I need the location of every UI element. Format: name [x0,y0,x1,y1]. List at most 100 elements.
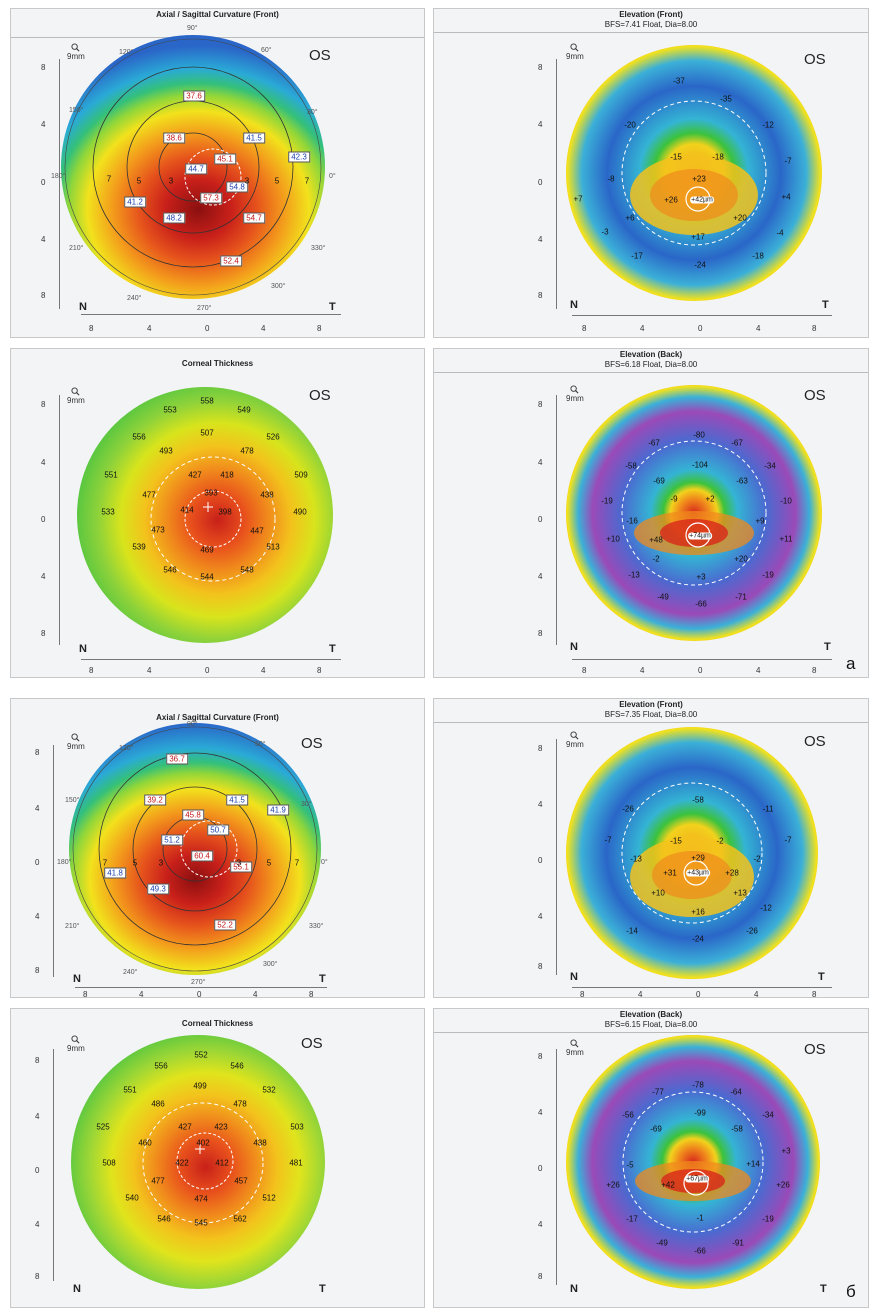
curvature-value: 54.8 [226,181,248,193]
nasal-label: N [73,973,81,985]
panel-title: Axial / Sagittal Curvature (Front) [156,713,279,722]
horizontal-axis [572,315,832,316]
thickness-value: 478 [240,446,254,456]
zoom-indicator[interactable]: 9mm [566,731,584,749]
thickness-value: 546 [230,1061,244,1071]
elevation-value: -5 [626,1160,634,1170]
thickness-value: 402 [196,1138,210,1148]
elevation-value: +26 [664,195,678,205]
thickness-value: 499 [193,1081,207,1091]
horizontal-axis [81,659,341,660]
elevation-value: -13 [630,854,642,864]
zoom-indicator[interactable]: 9mm [566,43,584,61]
vertical-axis [556,395,557,645]
elevation-value: -18 [752,251,764,261]
elevation-value: -71 [735,592,747,602]
thickness-value: 546 [157,1214,171,1224]
elevation-value: +28 [725,868,739,878]
elevation-value: -49 [657,592,669,602]
zoom-indicator[interactable]: 9mm [566,1039,584,1057]
x-tick: 4 [754,990,759,998]
elevation-value: -1 [696,1213,704,1223]
elevation-value: +11 [779,534,793,544]
zoom-indicator[interactable]: 9mm [67,1035,85,1053]
y-tick: 4 [35,1112,40,1121]
elevation-value: -58 [731,1124,743,1134]
elevation-value: -14 [626,926,638,936]
magnifier-icon [71,733,80,742]
thickness-value: 525 [96,1122,110,1132]
y-tick: 8 [41,400,46,409]
x-tick: 0 [698,324,703,333]
panel-title: Corneal Thickness [181,1019,254,1028]
curvature-map [69,723,321,975]
nasal-label: N [570,299,578,311]
elevation-value: +31 [663,868,677,878]
elevation-value: -66 [694,1246,706,1256]
elevation-value: -12 [760,903,772,913]
y-tick: 8 [538,63,543,72]
thickness-value: 508 [102,1158,116,1168]
thickness-value: 533 [101,507,115,517]
elevation-value: -2 [652,554,660,564]
y-tick: 4 [41,458,46,467]
elevation-value: +48 [649,535,663,545]
elevation-back-panel: Elevation (Back) BFS=6.18 Float, Dia=8.0… [433,348,869,678]
zoom-label: 9mm [566,1048,584,1057]
thickness-value: 512 [262,1193,276,1203]
zoom-indicator[interactable]: 9mm [67,43,85,61]
elevation-value: -24 [692,934,704,944]
thickness-value: 539 [132,542,146,552]
horizontal-axis [572,659,832,660]
y-tick: 4 [538,235,543,244]
panel-title: Elevation (Front) [619,700,683,709]
x-tick: 4 [147,324,152,333]
zoom-label: 9mm [566,394,584,403]
elevation-value: -20 [624,120,636,130]
nasal-label: N [570,1283,578,1295]
title-divider [434,372,868,373]
zoom-indicator[interactable]: 9mm [67,733,85,751]
elevation-value: -91 [732,1238,744,1248]
zoom-indicator[interactable]: 9mm [67,387,85,405]
zoom-label: 9mm [67,52,85,61]
elevation-value: +20 [734,554,748,564]
elevation-map [566,1035,820,1289]
thickness-value: 546 [163,565,177,575]
y-tick: 0 [538,1164,543,1173]
y-tick: 4 [35,804,40,813]
zoom-indicator[interactable]: 9mm [566,385,584,403]
degree-label: 180° [57,859,72,866]
thickness-value: 478 [233,1099,247,1109]
elevation-value: -24 [694,260,706,270]
zone-digit: 7 [304,176,310,186]
y-tick: 4 [538,120,543,129]
figure-label: а [846,654,856,673]
y-tick: 0 [538,178,543,187]
temporal-label: T [319,1283,326,1295]
thickness-value: 556 [132,432,146,442]
degree-label: 270° [197,305,212,312]
elevation-value: +7 [573,194,583,204]
x-tick: 0 [205,324,210,333]
x-tick: 8 [317,666,322,675]
elevation-value: -16 [626,516,638,526]
curvature-value: 41.5 [226,794,248,806]
figure-a: Axial / Sagittal Curvature (Front) 9mm O… [10,8,869,678]
y-tick: 4 [538,458,543,467]
temporal-label: T [319,973,326,985]
zone-digit: 7 [102,858,108,868]
thickness-value: 493 [159,446,173,456]
panel-title: Axial / Sagittal Curvature (Front) [156,10,279,19]
panel-subtitle: BFS=6.18 Float, Dia=8.00 [604,360,698,369]
zoom-label: 9mm [67,396,85,405]
eye-label: OS [301,1035,323,1052]
thickness-value: 562 [233,1214,247,1224]
y-tick: 0 [35,1166,40,1175]
curvature-value: 54.7 [243,212,265,224]
y-tick: 8 [41,291,46,300]
thickness-value: 418 [220,470,234,480]
x-tick: 8 [89,666,94,675]
magnifier-icon [71,43,80,52]
x-tick: 8 [89,324,94,333]
